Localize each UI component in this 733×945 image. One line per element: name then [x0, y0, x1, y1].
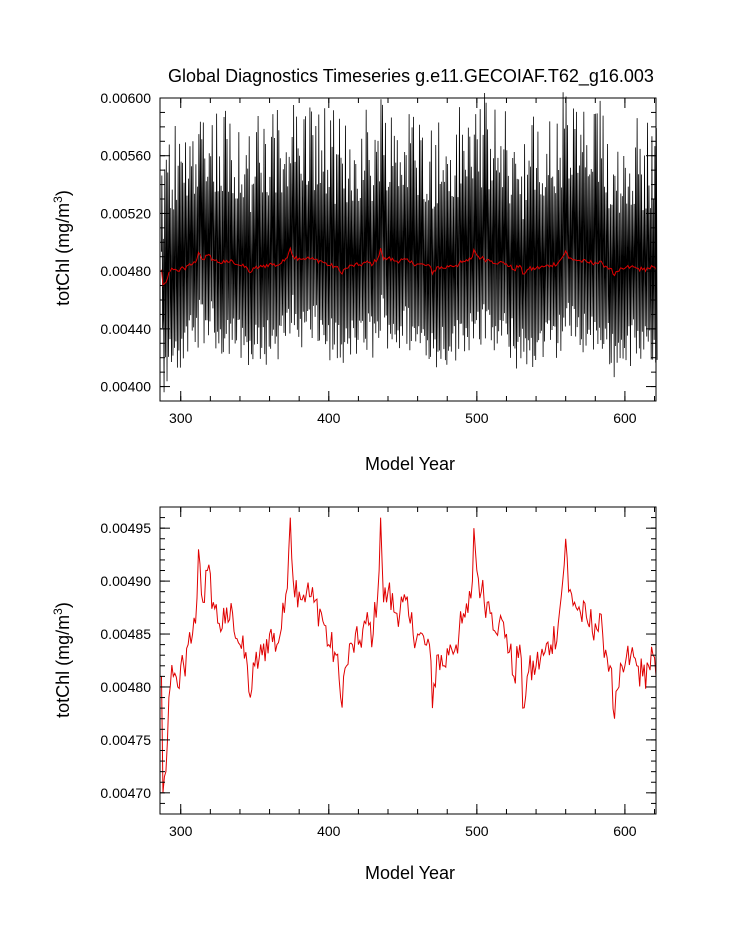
x-tick-label: 400 — [317, 823, 341, 839]
y-tick-label: 0.00470 — [100, 785, 151, 801]
y-tick-label: 0.00490 — [100, 573, 151, 589]
y-tick-label: 0.00560 — [100, 148, 151, 164]
axis-ticks-top — [160, 97, 656, 402]
y-axis-title-bottom-close: ) — [53, 602, 73, 608]
x-tick-label: 600 — [613, 823, 637, 839]
x-axis-title-bottom: Model Year — [365, 863, 455, 883]
x-tick-labels-top: 300 400 500 600 — [169, 410, 637, 426]
plot-frame-bottom — [159, 506, 657, 815]
axis-ticks-bottom — [160, 506, 656, 815]
y-axis-title-top: totChl (mg/m3) — [51, 190, 73, 306]
x-tick-label: 600 — [613, 410, 637, 426]
x-tick-label: 400 — [317, 410, 341, 426]
annual-mean-series-line-bottom — [160, 517, 657, 793]
y-tick-label: 0.00495 — [100, 520, 151, 536]
x-tick-label: 300 — [169, 410, 193, 426]
monthly-series-path — [161, 92, 658, 393]
y-axis-title-top-close: ) — [53, 190, 73, 196]
x-axis-title-top: Model Year — [365, 454, 455, 474]
y-tick-label: 0.00480 — [100, 679, 151, 695]
x-tick-label: 500 — [465, 410, 489, 426]
y-axis-title-top-sup: 3 — [51, 196, 65, 203]
annual-mean-series-line-top — [160, 246, 657, 288]
y-tick-label: 0.00400 — [100, 379, 151, 395]
x-tick-label: 300 — [169, 823, 193, 839]
y-tick-label: 0.00475 — [100, 732, 151, 748]
y-axis-title-bottom-text: totChl (mg/m — [53, 615, 73, 718]
y-tick-label: 0.00480 — [100, 263, 151, 279]
y-tick-labels-bottom: 0.00470 0.00475 0.00480 0.00485 0.00490 0.004… — [100, 520, 151, 801]
y-tick-labels-top: 0.00400 0.00440 0.00480 0.00520 0.00560 0.006… — [100, 90, 151, 395]
y-tick-label: 0.00440 — [100, 321, 151, 337]
monthly-series-line — [161, 92, 658, 393]
y-tick-label: 0.00600 — [100, 90, 151, 106]
chart-title: Global Diagnostics Timeseries g.e11.GECO… — [168, 66, 654, 87]
y-axis-title-top-text: totChl (mg/m — [53, 203, 73, 306]
y-tick-label: 0.00485 — [100, 626, 151, 642]
y-axis-title-bottom-sup: 3 — [51, 608, 65, 615]
y-tick-label: 0.00520 — [100, 205, 151, 221]
annual-mean-path-bottom — [160, 517, 657, 793]
x-tick-labels-bottom: 300 400 500 600 — [169, 823, 637, 839]
x-tick-label: 500 — [465, 823, 489, 839]
annual-mean-path-top — [160, 246, 657, 288]
plot-frame-top — [159, 97, 657, 402]
y-axis-title-bottom: totChl (mg/m3) — [51, 602, 73, 718]
